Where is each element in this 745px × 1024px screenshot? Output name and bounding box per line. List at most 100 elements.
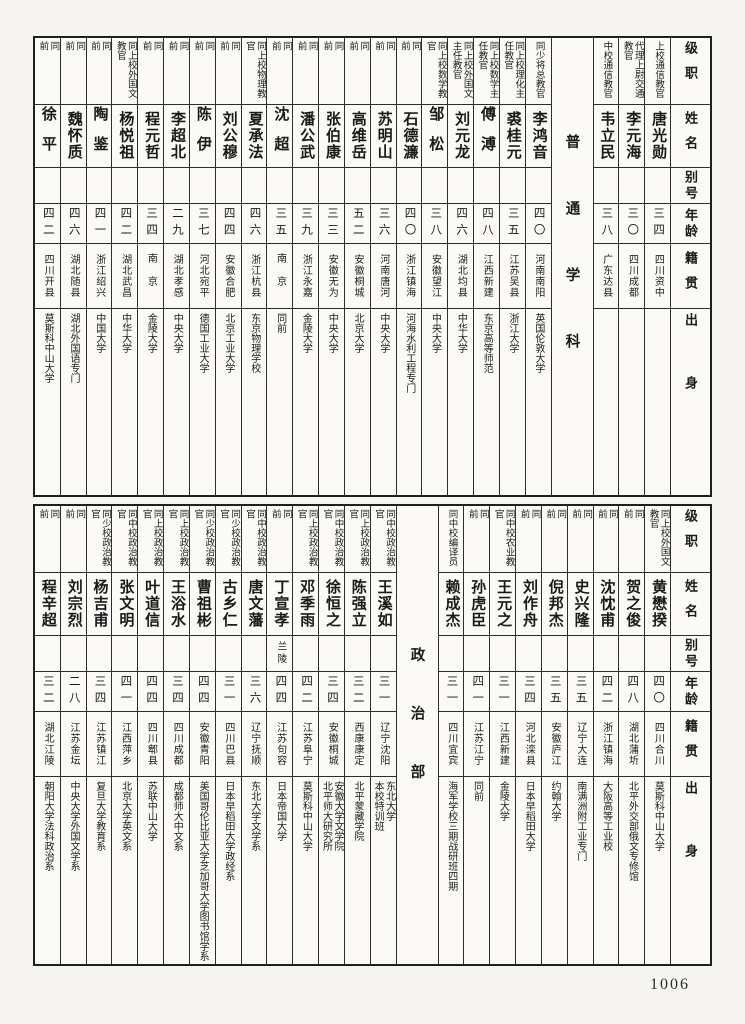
native-value: 四川合川	[652, 722, 664, 766]
alias-cell	[448, 168, 474, 204]
name-value: 沈超	[272, 106, 289, 166]
name-value: 赖成杰	[443, 579, 460, 629]
native-value: 江苏金坛	[67, 722, 79, 766]
name-value: 苏明山	[375, 111, 392, 161]
origin-cell: 出身	[671, 309, 710, 495]
origin-cell: 美国哥伦比亚大学芝加哥大学图书馆学系	[190, 777, 215, 964]
age-cell: 三九	[293, 204, 319, 244]
age-value: 三一	[497, 675, 510, 708]
alias-cell	[370, 168, 396, 204]
native-cell: 四川开县	[34, 244, 60, 309]
native-cell: 安徽桐城	[319, 712, 344, 777]
alias-cell	[60, 636, 86, 672]
person-column: 同上校外国文教官 杨悦祖 四二 湖北武昌 中华大学	[111, 38, 138, 495]
rank-cell: 同少校政治教官	[215, 506, 241, 573]
native-value: 四川郫县	[145, 722, 157, 766]
origin-cell: 东北大学文学系	[242, 777, 267, 964]
native-value: 南京	[145, 253, 157, 299]
name-cell: 裘桂元	[499, 105, 525, 168]
alias-cell	[34, 636, 60, 672]
origin-value: 北京工业大学	[222, 313, 234, 373]
age-value: 三三	[325, 207, 338, 240]
rank-value: 同少校政治教官	[192, 509, 214, 566]
rank-value: 同前	[347, 41, 369, 75]
age-cell: 四一	[464, 672, 490, 712]
person-column: 同前 陈伊 三七 河北宛平 德国工业大学	[188, 38, 215, 495]
native-value: 湖北江陵	[42, 722, 54, 766]
age-value: 三五	[548, 675, 561, 708]
origin-cell: 出身	[671, 777, 710, 964]
origin-value: 德国工业大学	[197, 313, 209, 373]
name-cell: 李鸿音	[525, 105, 551, 168]
age-value: 三四	[652, 207, 665, 240]
name-value: 陈强立	[349, 579, 366, 629]
origin-cell: 北京大学英文系	[112, 777, 137, 964]
person-column: 同中校编译员 赖成杰 三一 四川宜宾 海军学校三期战研班四期	[437, 506, 464, 964]
origin-cell: 安徽大学文学院 北平师大研究所	[319, 777, 344, 964]
rank-value: 同前	[89, 41, 111, 75]
age-cell: 四六	[60, 204, 86, 244]
name-cell: 陈强立	[344, 573, 370, 636]
alias-cell	[319, 168, 344, 204]
rank-cell: 同中校农业教官	[490, 506, 516, 573]
origin-value: 日本早稻田大学	[523, 781, 535, 851]
age-cell: 三八	[422, 204, 448, 244]
alias-cell	[34, 168, 60, 204]
rank-cell: 同上校政治教官	[164, 506, 189, 573]
person-column: 同上校数学教官 邹松 三八 安徽望江 中央大学	[421, 38, 448, 495]
name-cell: 杨吉甫	[86, 573, 112, 636]
person-column: 同上校外国文教官 黄懋揆 四〇 四川合川 莫斯科中山大学	[644, 506, 670, 964]
rank-cell: 同前	[267, 38, 293, 105]
age-value: 三一	[222, 675, 235, 708]
rank-cell: 同上校理化主任教官	[499, 38, 525, 105]
alias-cell	[164, 636, 189, 672]
person-column: 同中校政治教官 张文明 四一 江西萍乡 北京大学英文系	[111, 506, 138, 964]
rank-value: 代理上尉交通教官	[621, 41, 643, 98]
origin-cell	[645, 309, 670, 495]
rank-cell: 同前	[319, 38, 344, 105]
rank-value: 同中校政治教官	[321, 509, 343, 566]
native-value: 江西新建	[497, 722, 509, 766]
name-cell: 黄懋揆	[645, 573, 670, 636]
native-cell: 安徽庐江	[541, 712, 567, 777]
origin-cell: 莫斯科中山大学	[645, 777, 670, 964]
age-value: 三四	[171, 675, 183, 708]
person-column: 同前 沈忱甫 四二 浙江镇海 大阪高等工业校	[592, 506, 619, 964]
age-value: 四八	[480, 207, 493, 240]
age-value: 四四	[274, 675, 287, 708]
name-value: 潘公武	[298, 111, 315, 161]
age-cell: 四八	[619, 672, 645, 712]
rank-value: 同前	[166, 41, 188, 75]
rank-value: 同中校农业教官	[492, 509, 514, 566]
native-cell: 河北滦县	[516, 712, 541, 777]
age-cell: 三五	[567, 672, 593, 712]
native-cell: 四川成都	[164, 712, 189, 777]
native-cell: 安徽无为	[319, 244, 344, 309]
age-value: 四六	[67, 207, 80, 240]
origin-value: 中央大学	[171, 313, 183, 353]
alias-cell	[241, 168, 267, 204]
rank-cell: 同上校政治教官	[138, 506, 164, 573]
alias-cell	[474, 168, 499, 204]
alias-cell: 兰陵	[267, 636, 293, 672]
person-column: 同前 程元哲 三四 南京 金陵大学	[137, 38, 164, 495]
name-value: 李超北	[169, 111, 185, 161]
person-column: 同前 张伯康 三三 安徽无为 中央大学	[318, 38, 344, 495]
name-cell: 刘公穆	[215, 105, 241, 168]
person-column: 同少校政治教官 古乡仁 三一 四川巴县 日本早稻田大学政经系	[214, 506, 241, 964]
rank-cell: 同前	[516, 506, 541, 573]
origin-cell: 莫斯科中山大学	[293, 777, 318, 964]
alias-cell	[370, 636, 396, 672]
age-cell: 三四	[645, 204, 670, 244]
rank-value: 上校通信教官	[653, 41, 664, 98]
person-column: 同前 刘作舟 三四 河北滦县 日本早稻田大学	[515, 506, 541, 964]
alias-cell	[593, 168, 619, 204]
native-cell: 安徽青阳	[189, 712, 215, 777]
name-value: 程辛超	[39, 579, 56, 629]
alias-cell	[60, 168, 86, 204]
rank-cell: 同中校政治教官	[370, 506, 396, 573]
age-cell: 四四	[138, 672, 164, 712]
origin-cell: 金陵大学	[293, 309, 318, 495]
origin-cell	[619, 309, 644, 495]
native-cell: 四川成都	[619, 244, 645, 309]
